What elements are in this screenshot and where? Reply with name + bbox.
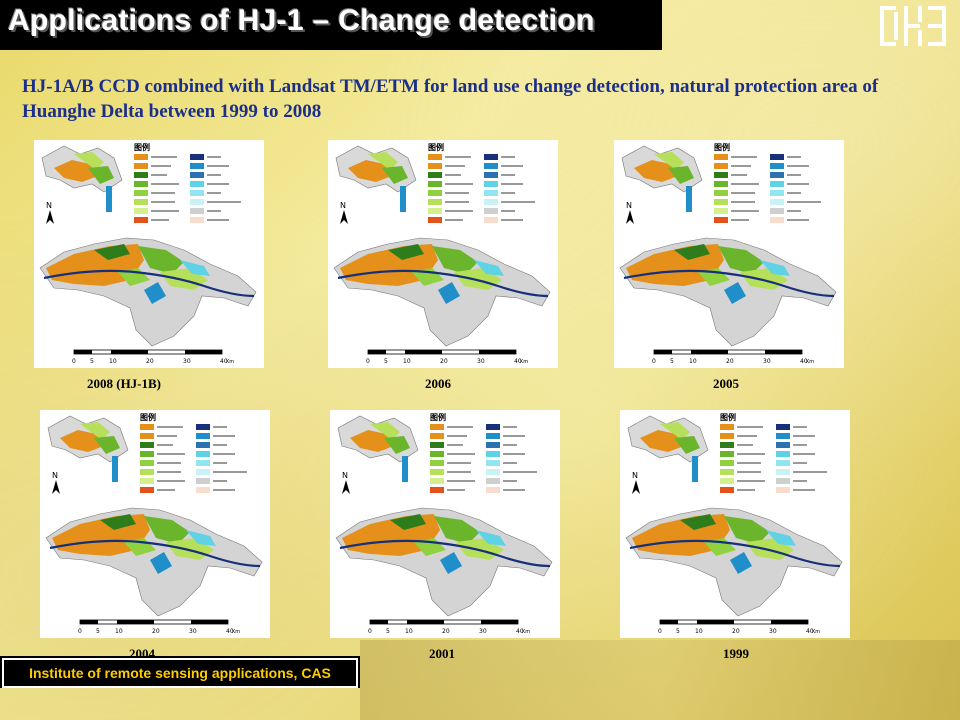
scale-label: 10	[115, 628, 123, 635]
scale-label: 40	[514, 358, 522, 365]
scale-label: 40	[226, 628, 234, 635]
scale-unit: Km	[232, 629, 240, 635]
land-use-map-3: N 图例 0 5 10 20 30 40 Km	[614, 140, 844, 368]
legend-title: 图例	[140, 412, 156, 422]
scale-label: 40	[800, 358, 808, 365]
legend-title: 图例	[430, 412, 446, 422]
scale-label: 10	[403, 358, 411, 365]
scale-label: 0	[652, 358, 656, 365]
land-use-map-2: N 图例 0 5 10 20 30 40 Km	[328, 140, 558, 368]
scale-label: 0	[366, 358, 370, 365]
map-caption: 2006	[425, 376, 451, 391]
legend-title: 图例	[134, 142, 150, 152]
scale-unit: Km	[226, 359, 234, 365]
scale-label: 20	[152, 628, 160, 635]
scale-label: 20	[146, 358, 154, 365]
scale-label: 0	[72, 358, 76, 365]
scale-label: 5	[96, 628, 100, 635]
scale-label: 5	[90, 358, 94, 365]
north-label: N	[340, 201, 346, 210]
scale-label: 20	[440, 358, 448, 365]
scale-label: 20	[732, 628, 740, 635]
decorative-strip	[360, 640, 960, 720]
scale-label: 40	[220, 358, 228, 365]
scale-unit: Km	[520, 359, 528, 365]
legend-title: 图例	[714, 142, 730, 152]
scale-label: 20	[442, 628, 450, 635]
scale-label: 40	[806, 628, 814, 635]
scale-label: 10	[695, 628, 703, 635]
scale-unit: Km	[806, 359, 814, 365]
scale-label: 10	[689, 358, 697, 365]
scale-unit: Km	[522, 629, 530, 635]
scale-label: 20	[726, 358, 734, 365]
scale-unit: Km	[812, 629, 820, 635]
scale-label: 0	[368, 628, 372, 635]
north-label: N	[46, 201, 52, 210]
page-title: Applications of HJ-1 – Change detection	[8, 4, 595, 37]
title-bar: Applications of HJ-1 – Change detection	[0, 0, 662, 50]
scale-label: 5	[384, 358, 388, 365]
map-caption: 2008 (HJ-1B)	[86, 376, 162, 391]
scale-label: 30	[183, 358, 191, 365]
land-use-map-1: N 图例 0 5 10 20 30 40 Km	[34, 140, 264, 368]
land-use-map-4: N 图例 0 5 10 20 30 40 Km	[40, 410, 270, 638]
scale-label: 30	[763, 358, 771, 365]
legend-title: 图例	[428, 142, 444, 152]
legend-title: 图例	[720, 412, 736, 422]
north-label: N	[342, 471, 348, 480]
scale-label: 5	[670, 358, 674, 365]
footer-bar: Institute of remote sensing applications…	[0, 656, 360, 688]
scale-label: 0	[658, 628, 662, 635]
north-label: N	[632, 471, 638, 480]
scale-label: 5	[386, 628, 390, 635]
scale-label: 10	[109, 358, 117, 365]
north-label: N	[626, 201, 632, 210]
footer-label: Institute of remote sensing applications…	[2, 658, 358, 688]
logo-icon	[880, 6, 946, 46]
scale-label: 30	[769, 628, 777, 635]
scale-label: 30	[479, 628, 487, 635]
map-caption: 2001	[429, 646, 455, 661]
land-use-map-6: N 图例 0 5 10 20 30 40 Km	[620, 410, 850, 638]
slide-subtitle: HJ-1A/B CCD combined with Landsat TM/ETM…	[22, 76, 879, 122]
land-use-map-5: N 图例 0 5 10 20 30 40 Km	[330, 410, 560, 638]
map-caption: 2005	[713, 376, 739, 391]
scale-label: 5	[676, 628, 680, 635]
scale-label: 30	[477, 358, 485, 365]
scale-label: 30	[189, 628, 197, 635]
scale-label: 40	[516, 628, 524, 635]
scale-label: 10	[405, 628, 413, 635]
map-caption: 1999	[723, 646, 749, 661]
scale-label: 0	[78, 628, 82, 635]
north-label: N	[52, 471, 58, 480]
